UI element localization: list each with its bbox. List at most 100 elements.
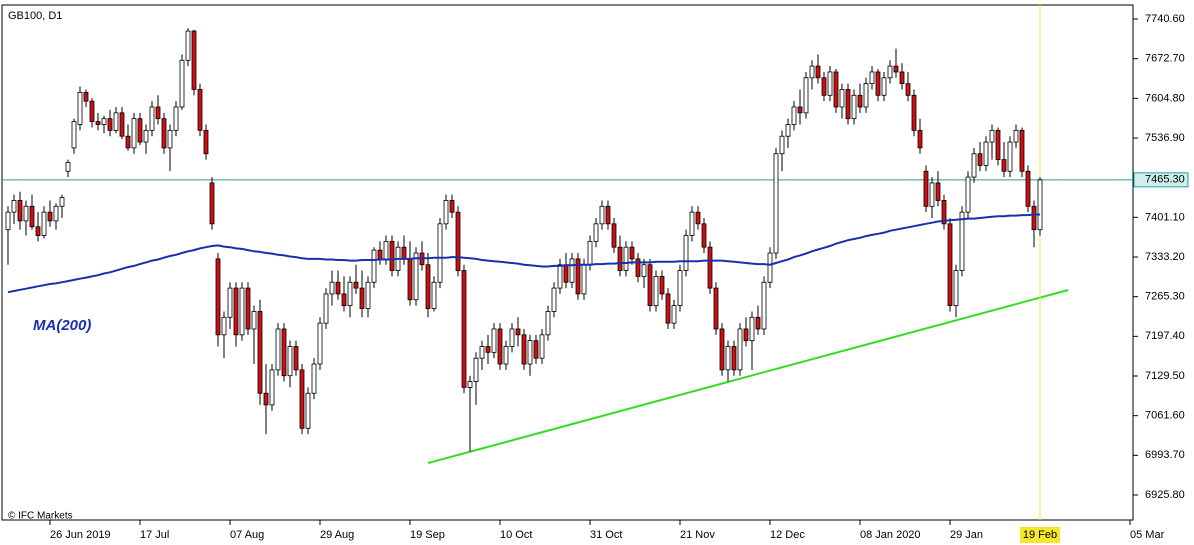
candle-body	[197, 89, 203, 131]
candle-body	[107, 118, 113, 131]
x-tick-label: 12 Dec	[770, 529, 805, 541]
candle-body	[905, 83, 911, 96]
candle-body	[533, 340, 539, 359]
candle-body	[215, 258, 221, 336]
candle-body	[311, 363, 317, 394]
y-tick-label: 7740.60	[1145, 13, 1185, 25]
candle-body	[35, 226, 41, 236]
x-tick-label: 17 Jul	[140, 529, 169, 541]
candle-body	[653, 276, 659, 307]
candle-body	[881, 77, 887, 96]
last-price-label: 7465.30	[1145, 174, 1185, 186]
candle-body	[875, 71, 881, 96]
candle-body	[599, 205, 605, 225]
candle-body	[275, 328, 281, 371]
candle-body	[89, 100, 95, 122]
candle-body	[29, 205, 35, 228]
candle-body	[803, 77, 809, 114]
candle-body	[617, 246, 623, 271]
candle-body	[149, 106, 155, 131]
candle-body	[77, 91, 83, 125]
candle-body	[821, 77, 827, 96]
candle-body	[479, 346, 485, 359]
y-tick-label: 7197.40	[1145, 330, 1185, 342]
candle-body	[917, 129, 923, 149]
candle-body	[563, 264, 569, 283]
candle-body	[509, 328, 515, 347]
candle-body	[719, 328, 725, 371]
last-price-box	[1133, 172, 1189, 188]
y-tick-label: 6925.80	[1145, 489, 1185, 501]
y-tick-label: 6993.70	[1145, 449, 1185, 461]
candle-body	[323, 293, 329, 324]
candle-body	[371, 249, 377, 283]
candle-body	[71, 121, 77, 149]
candle-body	[245, 287, 251, 330]
candle-body	[119, 112, 125, 137]
candle-body	[347, 281, 353, 307]
candle-body	[389, 240, 395, 271]
candle-body	[461, 270, 467, 388]
candle-body	[467, 381, 473, 388]
candle-body	[713, 287, 719, 330]
x-tick-label: 08 Jan 2020	[860, 529, 921, 541]
candle-body	[953, 270, 959, 307]
candle-body	[257, 311, 263, 394]
candle-body	[593, 223, 599, 242]
candle-body	[761, 281, 767, 330]
candle-body	[5, 211, 11, 231]
candle-body	[749, 316, 755, 342]
candle-body	[659, 276, 665, 295]
candle-body	[341, 293, 347, 307]
candle-body	[731, 346, 737, 371]
candle-body	[353, 281, 359, 289]
x-tick-label: 31 Oct	[590, 529, 622, 541]
candle-body	[179, 59, 185, 108]
candle-body	[221, 316, 227, 336]
candle-body	[983, 141, 989, 166]
chart-title: GB100, D1	[8, 10, 62, 22]
watermark: © IFC Markets	[8, 511, 73, 522]
candle-body	[11, 200, 17, 213]
candle-body	[677, 270, 683, 307]
candle-body	[833, 71, 839, 108]
candle-body	[893, 65, 899, 73]
candle-body	[839, 89, 845, 108]
candle-body	[701, 223, 707, 248]
candle-body	[647, 264, 653, 307]
candle-body	[923, 170, 929, 207]
candle-body	[863, 83, 869, 108]
candle-body	[815, 65, 821, 79]
candle-body	[41, 211, 47, 236]
candle-body	[971, 153, 977, 178]
candle-body	[545, 311, 551, 336]
candle-body	[725, 346, 731, 371]
y-tick-label: 7536.90	[1145, 132, 1185, 144]
candle-body	[527, 340, 533, 365]
y-tick-label: 7061.60	[1145, 410, 1185, 422]
candle-body	[443, 200, 449, 225]
candle-body	[251, 311, 257, 330]
candle-body	[635, 258, 641, 277]
candle-body	[1001, 159, 1007, 172]
candle-body	[413, 252, 419, 301]
candle-body	[1025, 170, 1031, 207]
candle-body	[1031, 205, 1037, 231]
candle-body	[773, 153, 779, 254]
plot-frame	[1, 4, 1134, 521]
candle-body	[575, 258, 581, 295]
candle-body	[293, 346, 299, 371]
candle-body	[887, 65, 893, 79]
candle-body	[281, 328, 287, 377]
candle-body	[605, 205, 611, 225]
candle-body	[47, 211, 53, 222]
candle-body	[935, 182, 941, 201]
candle-body	[269, 369, 275, 406]
candle-body	[791, 106, 797, 125]
candle-body	[503, 346, 509, 365]
candle-body	[437, 223, 443, 283]
candle-body	[227, 287, 233, 318]
candle-body	[965, 176, 971, 213]
candle-body	[53, 205, 59, 222]
candle-body	[455, 211, 461, 271]
